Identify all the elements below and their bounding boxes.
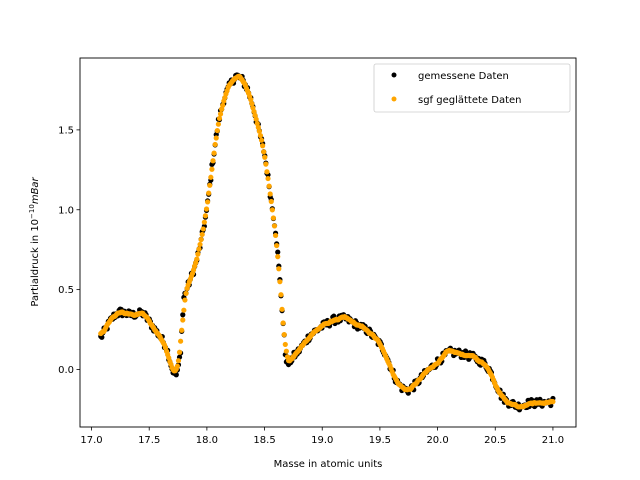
smoothed-point bbox=[263, 161, 269, 167]
x-tick-label: 20.5 bbox=[484, 435, 506, 446]
smoothed-point bbox=[180, 317, 186, 323]
legend-label-smoothed: sgf geglättete Daten bbox=[418, 95, 522, 106]
smoothed-point bbox=[178, 338, 184, 344]
smoothed-point bbox=[205, 199, 211, 205]
legend-label-measured: gemessene Daten bbox=[418, 71, 509, 82]
smoothed-point bbox=[203, 206, 210, 212]
smoothed-point bbox=[212, 141, 218, 148]
smoothed-point bbox=[201, 219, 207, 225]
measured-point bbox=[173, 372, 179, 378]
smoothed-point bbox=[278, 292, 284, 298]
smoothed-point bbox=[216, 115, 223, 122]
smoothed-point bbox=[276, 266, 282, 272]
smoothed-point bbox=[274, 242, 280, 249]
smoothed-point bbox=[195, 251, 201, 257]
legend: gemessene Daten sgf geglättete Daten bbox=[373, 63, 571, 113]
x-axis-ticks: 17.0 17.5 18.0 18.5 19.0 19.5 20.0 20.5 21.0 bbox=[80, 427, 564, 446]
plot-frame bbox=[79, 57, 577, 428]
x-tick-label: 18.5 bbox=[253, 435, 275, 446]
smoothed-point bbox=[248, 97, 254, 103]
smoothed-point bbox=[272, 232, 279, 239]
smoothed-point bbox=[258, 137, 265, 143]
x-tick-label: 19.5 bbox=[369, 435, 391, 446]
smoothed-point bbox=[264, 169, 270, 175]
x-tick-label: 20.0 bbox=[426, 435, 448, 446]
smoothed-point bbox=[215, 121, 221, 127]
smoothed-point bbox=[202, 213, 209, 219]
y-axis-label-exponent: −10 bbox=[28, 204, 36, 219]
smoothed-point bbox=[283, 348, 289, 354]
smoothed-point bbox=[181, 307, 187, 313]
smoothed-point bbox=[194, 256, 200, 262]
smoothed-point bbox=[206, 190, 212, 196]
measured-point bbox=[275, 249, 281, 255]
smoothed-point bbox=[210, 158, 216, 164]
smoothed-point bbox=[249, 101, 255, 107]
smoothed-point bbox=[182, 297, 188, 303]
smoothed-point bbox=[267, 191, 273, 197]
smoothed-point bbox=[265, 175, 271, 182]
x-tick-label: 18.0 bbox=[196, 435, 218, 446]
smoothed-point bbox=[196, 246, 202, 252]
legend-marker-smoothed bbox=[391, 96, 397, 102]
smoothed-point bbox=[550, 399, 556, 405]
smoothed-point bbox=[256, 128, 262, 134]
smoothed-point bbox=[260, 143, 266, 149]
smoothed-point bbox=[261, 149, 267, 155]
smoothed-point bbox=[279, 306, 285, 312]
y-tick-label: 1.5 bbox=[58, 125, 74, 136]
series-smoothed-points bbox=[98, 73, 556, 410]
smoothed-point bbox=[213, 135, 219, 141]
smoothed-point bbox=[282, 341, 288, 348]
measured-point bbox=[462, 348, 469, 354]
smoothed-point bbox=[174, 363, 180, 369]
x-tick-label: 19.0 bbox=[311, 435, 333, 446]
legend-marker-measured bbox=[391, 72, 397, 78]
smoothed-point bbox=[268, 198, 274, 205]
y-axis-ticks: 0.0 0.5 1.0 1.5 bbox=[58, 125, 80, 376]
smoothed-point bbox=[217, 111, 224, 117]
smoothed-point bbox=[257, 132, 264, 139]
x-tick-label: 21.0 bbox=[542, 435, 564, 446]
smoothed-point bbox=[277, 279, 283, 285]
smoothed-point bbox=[275, 254, 281, 260]
x-tick-label: 17.5 bbox=[138, 435, 160, 446]
x-axis-label: Masse in atomic units bbox=[274, 459, 383, 470]
smoothed-point bbox=[208, 174, 214, 180]
smoothed-point bbox=[175, 358, 182, 364]
smoothed-point bbox=[280, 320, 286, 326]
legend-frame bbox=[373, 63, 571, 113]
smoothed-point bbox=[179, 327, 185, 333]
y-tick-label: 1.0 bbox=[58, 205, 74, 216]
smoothed-point bbox=[220, 102, 226, 109]
smoothed-point bbox=[176, 349, 183, 355]
smoothed-point bbox=[200, 226, 206, 232]
x-tick-label: 17.0 bbox=[80, 435, 102, 446]
y-axis-label: Partialdruck in 10−10mBar bbox=[28, 176, 41, 306]
smoothed-point bbox=[207, 182, 213, 188]
smoothed-point bbox=[197, 241, 203, 248]
y-tick-label: 0.5 bbox=[58, 285, 74, 296]
smoothed-point bbox=[214, 127, 220, 134]
smoothed-point bbox=[281, 332, 287, 338]
smoothed-point bbox=[198, 236, 204, 243]
smoothed-point bbox=[211, 150, 217, 156]
y-tick-label: 0.0 bbox=[58, 365, 74, 376]
measured-point bbox=[180, 312, 186, 318]
smoothed-point bbox=[266, 183, 272, 189]
smoothed-point bbox=[270, 215, 277, 221]
smoothed-point bbox=[271, 223, 278, 229]
smoothed-point bbox=[262, 154, 268, 160]
y-axis-label-prefix: Partialdruck in 10 bbox=[30, 219, 41, 307]
smoothed-point bbox=[269, 207, 275, 213]
smoothed-point bbox=[253, 116, 259, 122]
smoothed-point bbox=[183, 290, 189, 297]
smoothed-point bbox=[199, 231, 205, 238]
smoothed-point bbox=[255, 124, 261, 130]
smoothed-point bbox=[252, 112, 258, 118]
smoothed-point bbox=[209, 166, 215, 172]
y-axis-label-unit: mBar bbox=[30, 176, 41, 204]
